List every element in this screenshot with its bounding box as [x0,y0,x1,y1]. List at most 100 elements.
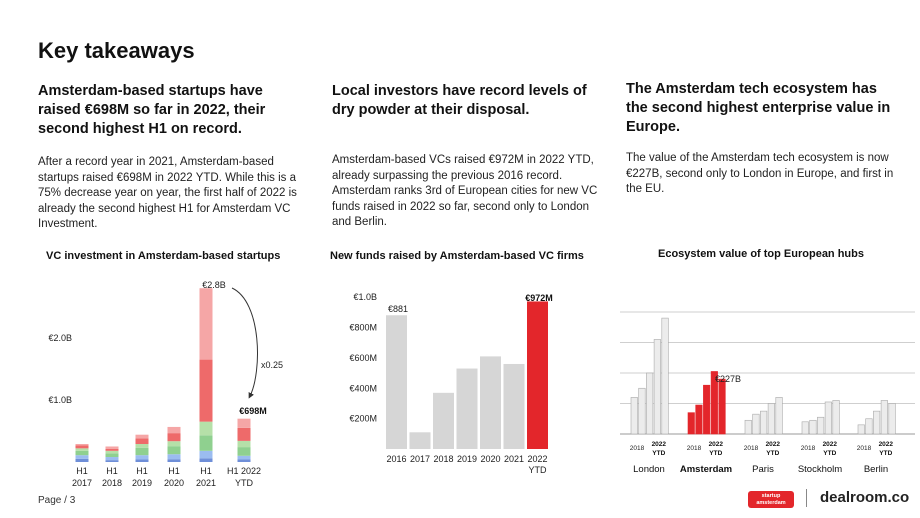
chart1-vc-investment: €2.0B €1.0B H1 2017 H1 2018 H1 2019 H1 2020 H1 202… [48,280,283,488]
c1-bar-segment [75,458,89,462]
page-title: Key takeaways [38,38,195,63]
c3-bar [630,397,638,435]
c1-cat-label: 2020 [164,478,184,488]
col1-body: After a record year in 2021, Amsterdam-b… [38,156,297,230]
c1-bar-segment [199,435,213,451]
c3-bar [801,421,809,435]
c1-bar-segment [199,288,213,360]
c1-bar-segment [135,438,149,444]
c3-bar [817,416,825,435]
c3-bar [824,401,832,435]
c3-year-label: 2018 [801,445,816,452]
c1-cat-label: H1 [136,466,148,476]
col2-body: Amsterdam-based VCs raised €972M in 2022… [332,154,598,228]
chart2-title: New funds raised by Amsterdam-based VC f… [330,250,584,262]
c1-bar-segment [199,450,213,459]
c3-year-label: 2022 [766,441,781,448]
c3-bar [865,418,873,435]
c1-bar-segment [135,455,149,460]
c1-bar-segment [105,448,119,451]
c1-bar-segment [105,446,119,449]
c2-cat-label: 2018 [433,454,453,464]
c2-bar [386,315,407,449]
amsterdam-value-label: €227B [715,374,741,384]
c3-bar [744,419,752,435]
first-bar-label: €881 [388,304,408,314]
c1-bar-segment [237,447,251,456]
c1-bar-segment [167,459,181,462]
c3-year-label: 2018 [687,445,702,452]
c3-bar [873,410,881,435]
c2-bar [456,368,478,449]
c1-bar-segment [75,445,89,449]
c1-bar-segment [237,440,251,448]
c3-group-label: Paris [752,464,774,475]
page-number: Page / 3 [38,495,76,506]
chart3-ecosystem-value: 2018 2022 YTD London 2018 2022 YTD Amsterdam 201… [620,311,915,475]
c3-year-label: YTD [766,450,779,457]
c1-bar-segment [105,460,119,462]
c1-cat-label: H1 [200,466,212,476]
c2-bar [409,432,431,449]
c1-bar-segment [105,457,119,461]
c2-cat-label: YTD [529,465,548,475]
c2-ytick-label: €600M [349,353,377,363]
c1-cat-label: 2017 [72,478,92,488]
c2-bar [480,356,501,449]
c1-bar-segment [167,433,181,442]
c3-group-label: Amsterdam [680,464,732,475]
c1-bar-segment [167,446,181,455]
col3-body: The value of the Amsterdam tech ecosyste… [626,152,894,195]
startup-amsterdam-logo: startup amsterdam [748,491,794,508]
c3-bar [695,404,703,435]
c3-bar [752,413,760,435]
c3-year-label: YTD [823,450,836,457]
c1-cat-label: 2019 [132,478,152,488]
c2-cat-label: 2021 [504,454,524,464]
c3-year-label: 2022 [652,441,667,448]
c2-bar [527,301,548,449]
chart2-new-funds: €1.0B €800M €600M €400M €200M 2016 2017 2018 20… [349,292,552,475]
chart1-title: VC investment in Amsterdam-based startup… [46,250,281,262]
c3-bar [646,372,654,435]
c1-bar-segment [199,359,213,422]
c3-year-label: 2022 [823,441,838,448]
c1-bar-segment [135,459,149,462]
c3-bar [857,424,865,435]
c3-group-label: Stockholm [798,464,842,475]
c3-year-label: YTD [652,450,665,457]
c2-cat-label: 2022 [527,454,547,464]
dealroom-logo: dealroom.co [820,489,910,506]
col3-heading: The Amsterdam tech ecosystem has the sec… [626,81,891,135]
c3-bar [832,400,840,435]
c1-bar-segment [167,426,181,434]
c1-bar-segment [105,453,119,458]
c2-ytick-label: €200M [349,414,377,424]
c1-cat-label: 2018 [102,478,122,488]
c3-year-label: 2022 [709,441,724,448]
c1-bar-segment [237,418,251,428]
c1-bar-segment [135,444,149,448]
c3-bar [710,371,718,435]
c3-year-label: 2022 [879,441,894,448]
c3-bar [888,403,896,435]
c1-bar-segment [75,450,89,456]
c3-year-label: YTD [709,450,722,457]
c1-bar-segment [199,458,213,462]
c2-cat-label: 2019 [457,454,477,464]
c1-cat-label: YTD [235,478,254,488]
c3-bar [718,378,726,435]
c3-bar [809,419,817,435]
c3-year-label: YTD [879,450,892,457]
c1-cat-label: H1 2022 [227,466,261,476]
c1-bar-segment [167,454,181,460]
c3-bar [760,410,768,435]
c1-cat-label: 2021 [196,478,216,488]
c3-bar [703,384,711,435]
c3-bar [687,412,695,435]
c2-ytick-label: €400M [349,383,377,393]
c3-year-label: 2018 [857,445,872,452]
c1-bar-segment [199,421,213,436]
c1-bar-segment [135,447,149,456]
c3-bar [653,339,661,435]
